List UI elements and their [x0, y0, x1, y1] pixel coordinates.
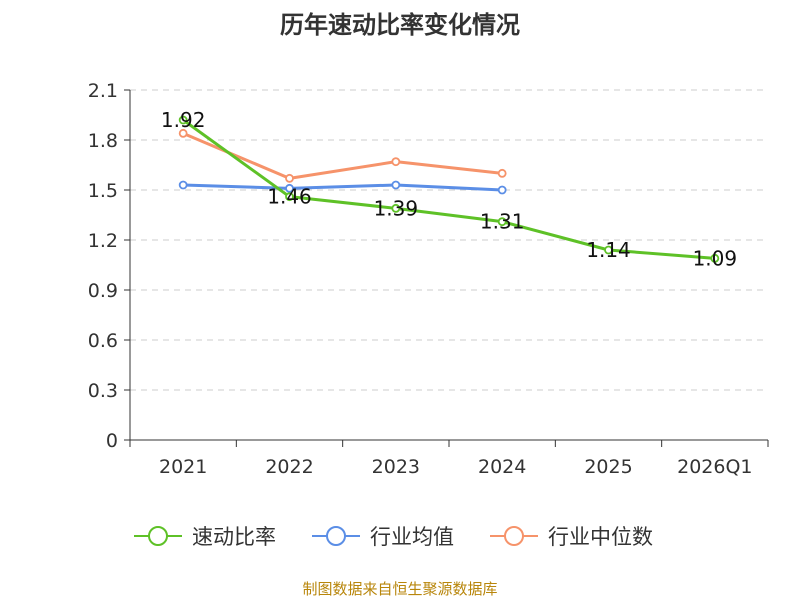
x-tick-label: 2022 [265, 456, 313, 478]
y-tick-label: 1.2 [88, 230, 118, 252]
y-tick-label: 1.8 [88, 130, 118, 152]
legend-marker [504, 526, 524, 546]
data-point [178, 180, 188, 190]
series-layer [178, 115, 720, 263]
data-point [497, 168, 507, 178]
x-tick-label: 2024 [478, 456, 526, 478]
data-point [710, 253, 720, 263]
y-tick-label: 2.1 [88, 80, 118, 102]
data-label: 1.31 [480, 210, 525, 234]
data-point [285, 183, 294, 193]
data-point [178, 128, 188, 138]
data-point [391, 157, 401, 167]
data-point [285, 173, 294, 183]
legend-label: 行业均值 [370, 525, 454, 549]
y-tick-label: 0.3 [88, 380, 118, 402]
y-tick-label: 0.9 [88, 280, 118, 302]
x-tick-label: 2025 [584, 456, 632, 478]
x-tick-label: 2021 [159, 456, 207, 478]
data-label: 1.14 [586, 238, 631, 262]
data-point [391, 203, 401, 213]
y-tick-label: 1.5 [88, 180, 118, 202]
legend-marker [148, 526, 168, 546]
data-label: 1.09 [693, 246, 738, 270]
data-label-layer: 1.92 1.46 1.39 1.31 1.14 1.09 [161, 108, 737, 270]
legend-label: 速动比率 [192, 525, 276, 549]
data-point [178, 115, 188, 125]
chart-title: 历年速动比率变化情况 [280, 11, 520, 39]
line-chart: 0 0.3 0.6 0.9 1.2 1.5 1.8 2.1 2021 2022 2023 2024 20… [88, 80, 769, 549]
y-tick-label: 0.6 [88, 330, 118, 352]
data-point [497, 217, 507, 227]
data-point [604, 245, 613, 255]
axis-layer: 0 0.3 0.6 0.9 1.2 1.5 1.8 2.1 2021 2022 2023 2024 20… [88, 80, 769, 478]
data-label: 1.39 [374, 196, 419, 220]
source-footer: 制图数据来自恒生聚源数据库 [302, 580, 498, 598]
x-tick-label: 2026Q1 [677, 456, 752, 478]
series-line [183, 183, 503, 192]
data-point [391, 180, 401, 190]
legend-marker [326, 526, 346, 546]
data-point [285, 192, 294, 202]
data-label: 1.92 [161, 108, 206, 132]
grid-layer [130, 89, 768, 391]
series-line [182, 131, 503, 180]
series-line [182, 118, 715, 260]
data-label: 1.46 [267, 185, 312, 209]
x-tick-label: 2023 [372, 456, 420, 478]
legend: 速动比率 行业均值 行业中位数 [134, 525, 653, 549]
y-tick-label: 0 [106, 430, 118, 452]
data-point [497, 185, 507, 195]
legend-label: 行业中位数 [548, 525, 653, 549]
